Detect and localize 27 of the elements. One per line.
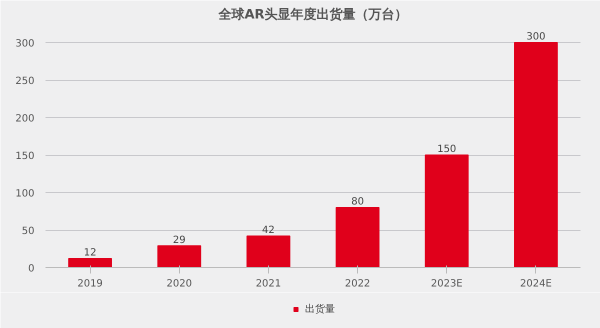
bar <box>68 258 112 268</box>
x-tick-label: 2019 <box>77 278 103 290</box>
y-tick-label: 300 <box>15 38 35 50</box>
data-label: 42 <box>262 225 275 236</box>
chart-title: 全球AR头显年度出货量（万台） <box>217 6 408 22</box>
y-tick-label: 250 <box>15 76 35 87</box>
y-tick-label: 150 <box>15 151 35 162</box>
bar <box>424 154 469 268</box>
x-tick-label: 2022 <box>344 278 370 290</box>
bar <box>514 42 558 268</box>
bar <box>246 236 290 268</box>
data-label: 80 <box>351 196 364 208</box>
data-label: 300 <box>526 32 546 42</box>
y-tick-label: 0 <box>28 264 35 274</box>
y-tick-label: 200 <box>15 114 35 124</box>
y-tick-label: 100 <box>15 188 35 200</box>
data-label: 29 <box>172 234 186 246</box>
y-tick-label: 50 <box>22 226 35 237</box>
x-tick-label: 2020 <box>166 278 192 290</box>
data-label: 12 <box>84 248 96 258</box>
legend-label: 出货量 <box>305 302 335 316</box>
bar <box>157 245 202 268</box>
x-tick-label: 2021 <box>256 278 282 290</box>
x-tick-label: 2024E <box>520 278 552 290</box>
data-label: 150 <box>437 144 456 155</box>
x-tick-label: 2023E <box>430 278 463 290</box>
bar <box>336 207 380 268</box>
